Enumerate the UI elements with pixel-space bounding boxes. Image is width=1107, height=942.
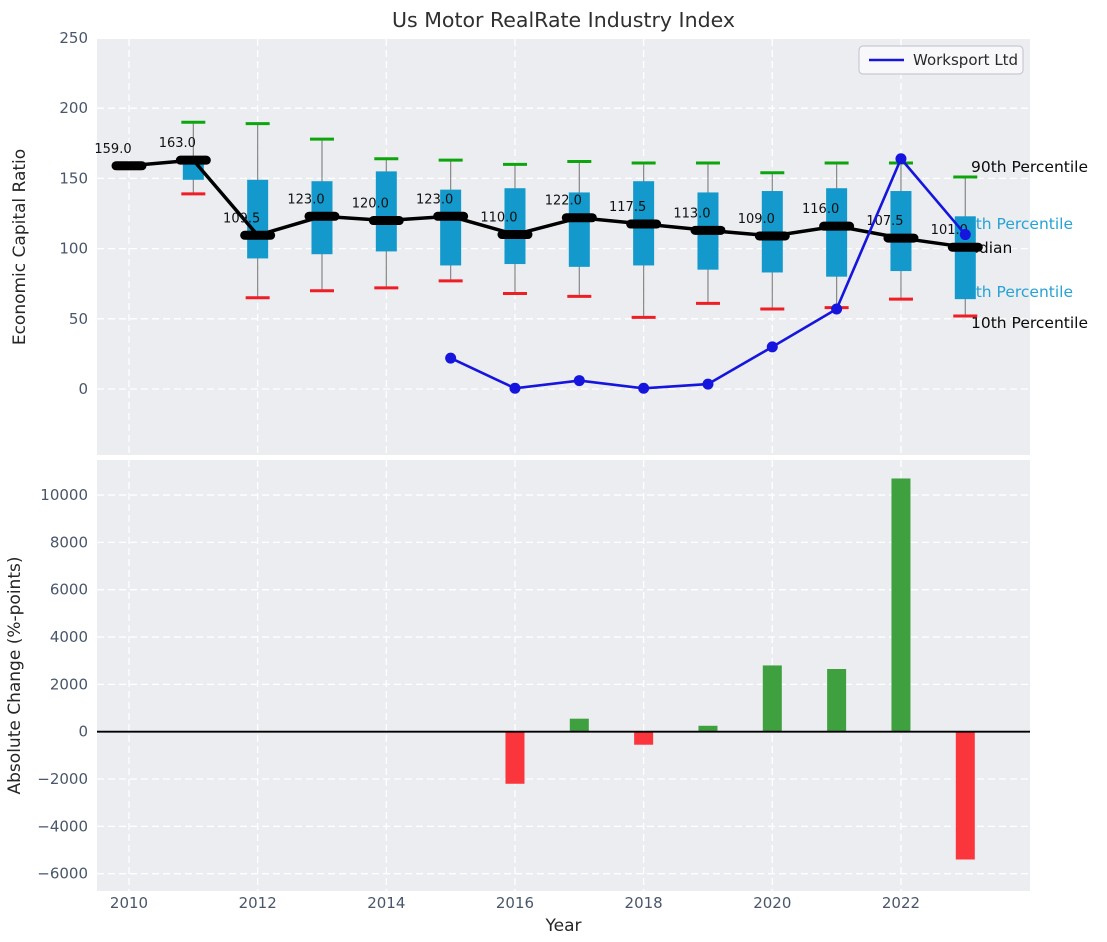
y-tick-label: 4000: [50, 628, 88, 646]
median-value-label: 123.0: [416, 192, 453, 207]
worksport-point: [445, 352, 457, 364]
median-value-label: 117.5: [609, 200, 646, 215]
y-tick-label: 200: [59, 99, 88, 117]
worksport-point: [831, 303, 843, 315]
top-plot-bg: [97, 39, 1030, 455]
y-tick-label: 2000: [50, 675, 88, 693]
change-bar: [505, 731, 525, 784]
iqr-box: [890, 191, 912, 272]
bottom-y-axis-label: Absolute Change (%-points): [5, 557, 25, 795]
y-tick-label: −6000: [37, 865, 88, 883]
x-tick-label: 2016: [496, 894, 534, 912]
y-tick-label: 8000: [50, 533, 88, 551]
worksport-point: [766, 341, 778, 353]
x-tick-label: 2014: [367, 894, 405, 912]
worksport-point: [573, 375, 585, 387]
iqr-box: [375, 171, 397, 252]
change-bar: [569, 718, 589, 732]
iqr-box: [954, 216, 976, 300]
y-tick-label: 10000: [40, 486, 88, 504]
x-tick-label: 2022: [882, 894, 920, 912]
median-value-label: 109.5: [223, 211, 260, 226]
worksport-point: [702, 378, 714, 390]
median-value-label: 110.0: [480, 211, 517, 226]
bottom-plot-bg: [97, 460, 1030, 891]
chart-title: Us Motor RealRate Industry Index: [392, 8, 735, 32]
legend-box: [858, 45, 1024, 75]
iqr-box: [440, 189, 462, 266]
median-value-label: 159.0: [94, 142, 131, 157]
y-tick-label: 6000: [50, 581, 88, 599]
y-tick-label: 150: [59, 169, 88, 187]
worksport-point: [959, 229, 971, 241]
median-value-label: 116.0: [802, 202, 839, 217]
change-bar: [891, 478, 911, 732]
change-bar: [634, 731, 654, 745]
y-tick-label: 50: [69, 310, 88, 328]
percentile-annotation: 90th Percentile: [971, 158, 1088, 176]
worksport-point: [638, 382, 650, 394]
y-tick-label: 100: [59, 240, 88, 258]
change-bar: [698, 725, 718, 732]
median-value-label: 123.0: [287, 192, 324, 207]
bottom-plot-axes: −6000 −4000 −2000 0 2000 4000 6000 8000 10000 201…: [5, 460, 1030, 936]
y-tick-label: −4000: [37, 817, 88, 835]
x-tick-label: 2020: [753, 894, 791, 912]
worksport-point: [509, 382, 521, 394]
iqr-box: [826, 188, 848, 277]
median-value-label: 113.0: [673, 206, 710, 221]
y-tick-label: 0: [78, 380, 88, 398]
y-tick-label: −2000: [37, 770, 88, 788]
x-axis-label: Year: [545, 916, 582, 936]
median-value-label: 120.0: [352, 197, 389, 212]
legend-label: Worksport Ltd: [913, 51, 1018, 69]
percentile-annotation: 25th Percentile: [956, 283, 1073, 301]
x-tick-label: 2010: [110, 894, 148, 912]
change-bar: [955, 731, 975, 860]
change-bar: [827, 668, 847, 732]
median-value-label: 109.0: [738, 212, 775, 227]
top-plot-axes: 0 50 100 150 200 250 Us Motor RealRate Industr…: [10, 8, 1088, 455]
y-tick-label: 250: [59, 29, 88, 47]
iqr-box: [568, 192, 590, 267]
y-tick-label: 0: [78, 723, 88, 741]
x-tick-label: 2012: [239, 894, 277, 912]
median-value-label: 122.0: [545, 194, 582, 209]
iqr-box: [504, 188, 526, 265]
worksport-point: [895, 153, 907, 165]
median-value-label: 163.0: [159, 136, 196, 151]
change-bar: [762, 665, 782, 732]
percentile-annotation: 75th Percentile: [956, 215, 1073, 233]
top-y-axis-label: Economic Capital Ratio: [10, 149, 30, 345]
percentile-annotation: 10th Percentile: [971, 314, 1088, 332]
x-tick-label: 2018: [625, 894, 663, 912]
